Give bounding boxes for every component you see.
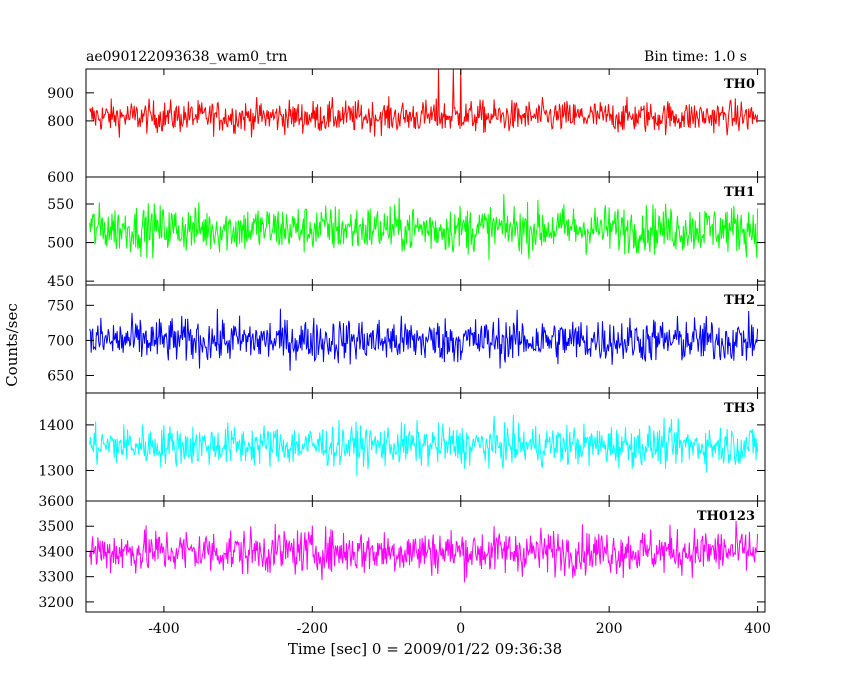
y-tick-label: 3200: [38, 595, 74, 611]
panel-frame-th0123: [85, 500, 766, 613]
y-tick-label: 500: [47, 236, 74, 252]
panel-label-th0: TH0: [724, 77, 755, 92]
series-line-th0123: [89, 520, 759, 583]
series-line-th2: [89, 308, 759, 371]
x-axis-label: Time [sec] 0 = 2009/01/22 09:36:38: [288, 640, 562, 658]
panel-label-th3: TH3: [724, 401, 755, 416]
y-tick-label: 3400: [38, 544, 74, 560]
x-tick-label: 400: [744, 621, 771, 637]
x-tick-label: 200: [596, 621, 623, 637]
y-tick-label: 3500: [38, 519, 74, 535]
series-line-th0: [89, 69, 759, 138]
y-tick-label: 750: [47, 298, 74, 314]
panel-label-th0123: TH0123: [697, 509, 755, 524]
y-tick-label: 3600: [38, 494, 74, 510]
panel-frame-th0: [85, 68, 766, 178]
y-tick-label: 700: [47, 333, 74, 349]
bin-time-label: Bin time: 1.0 s: [644, 49, 747, 65]
panels-group: TH0 600 800 900 TH1 450 500 550 TH2 650 700 750 TH3 1…: [38, 68, 771, 637]
y-tick-label: 800: [47, 114, 74, 130]
y-tick-label: 3300: [38, 570, 74, 586]
y-tick-label: 450: [47, 274, 74, 290]
x-tick-label: -200: [297, 621, 328, 637]
y-tick-label: 900: [47, 86, 74, 102]
y-tick-label: 1400: [38, 418, 74, 434]
panel-label-th1: TH1: [724, 185, 755, 200]
series-line-th3: [89, 414, 759, 477]
y-axis-label: Counts/sec: [3, 303, 21, 387]
y-tick-label: 650: [47, 368, 74, 384]
y-tick-label: 1300: [38, 463, 74, 479]
y-tick-label: 550: [47, 197, 74, 213]
x-tick-label: 0: [456, 621, 465, 637]
panel-label-th2: TH2: [724, 293, 755, 308]
x-tick-label: -400: [148, 621, 179, 637]
figure-title: ae090122093638_wam0_trn: [86, 49, 287, 65]
series-line-th1: [89, 193, 759, 260]
y-tick-label: 600: [47, 170, 74, 186]
